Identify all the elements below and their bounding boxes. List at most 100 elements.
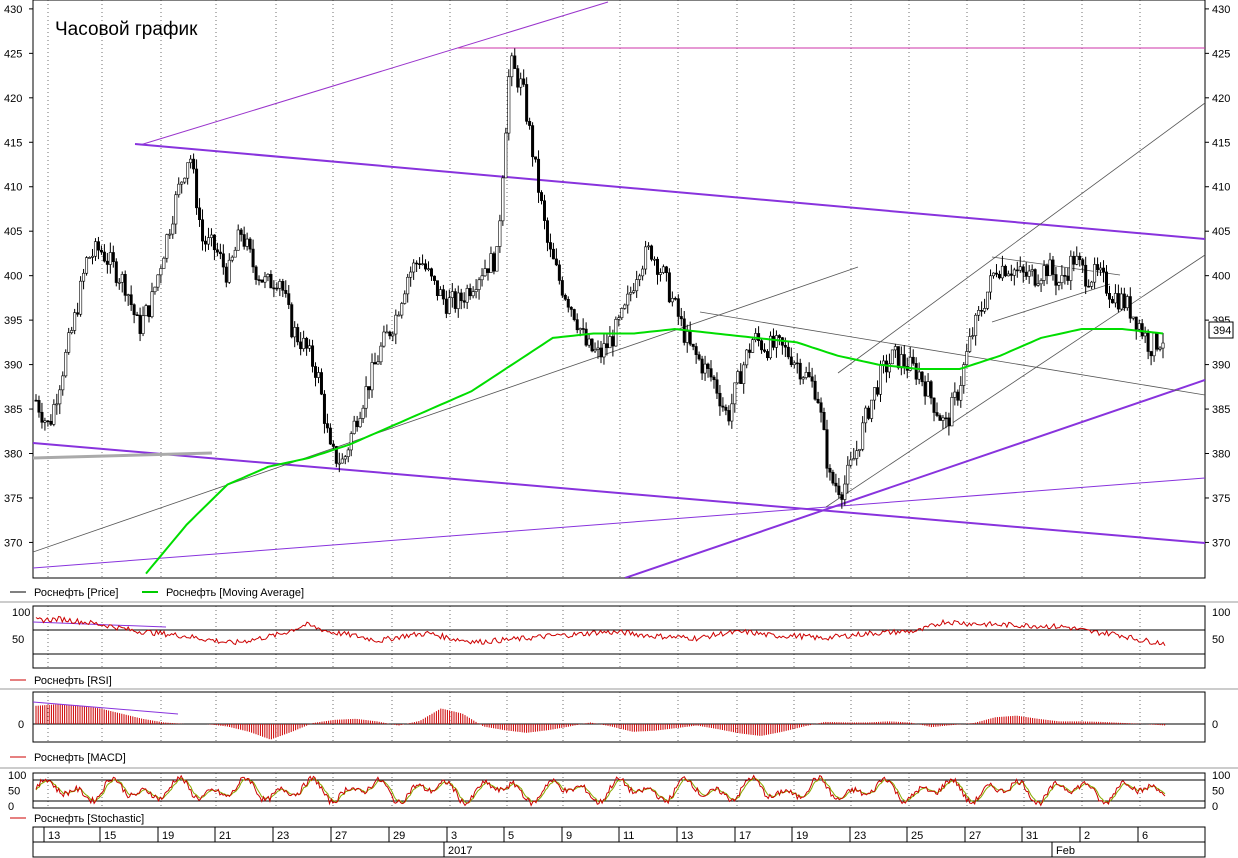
rsi-legend: Роснефть [RSI] bbox=[10, 675, 112, 687]
candle-body bbox=[385, 331, 389, 334]
moving-average-line bbox=[145, 327, 1164, 575]
candle-body bbox=[626, 293, 630, 306]
candle-body bbox=[1093, 264, 1097, 283]
candle-body bbox=[296, 327, 300, 343]
rsi-tick-label: 100 bbox=[12, 607, 30, 619]
candle-body bbox=[504, 132, 508, 179]
candle-body bbox=[551, 248, 555, 260]
candle-body bbox=[492, 253, 496, 272]
candle-body bbox=[664, 266, 668, 274]
candle-body bbox=[126, 294, 130, 297]
y-tick-label: 410 bbox=[4, 182, 22, 194]
candle-body bbox=[1134, 316, 1138, 330]
candle-body bbox=[834, 482, 838, 487]
candle-body bbox=[397, 314, 401, 317]
candle-body bbox=[203, 240, 207, 245]
candle-body bbox=[831, 471, 835, 484]
date-tick-label: 15 bbox=[104, 830, 116, 842]
date-axis: 13 15 19 21 23 27 29 3 5 9 11 13 17 19 23 25 27 31 2 6 2017… bbox=[32, 826, 1206, 858]
stochastic-legend: Роснефть [Stochastic] bbox=[10, 813, 144, 825]
candle-body bbox=[590, 338, 594, 352]
candle-body bbox=[105, 260, 109, 265]
candle-body bbox=[177, 183, 181, 196]
candle-body bbox=[108, 252, 112, 265]
candle-body bbox=[99, 249, 103, 253]
candle-body bbox=[132, 304, 136, 316]
candle-body bbox=[58, 389, 62, 405]
candle-body bbox=[325, 423, 329, 429]
candle-body bbox=[1152, 332, 1156, 357]
candle-body bbox=[206, 237, 210, 245]
stochastic-tick-label: 0 bbox=[1212, 801, 1218, 813]
candle-body bbox=[1146, 332, 1150, 352]
macd-tick-label: 0 bbox=[18, 719, 24, 731]
y-tick-label: 380 bbox=[4, 449, 22, 461]
candle-body bbox=[135, 314, 139, 317]
candle-body bbox=[554, 258, 558, 266]
candle-body bbox=[418, 263, 422, 265]
candle-body bbox=[1045, 265, 1049, 277]
candle-body bbox=[444, 298, 448, 314]
candle-body bbox=[932, 397, 936, 413]
support-line-steep bbox=[624, 379, 1205, 578]
date-tick-label: 21 bbox=[219, 830, 231, 842]
candle-body bbox=[1084, 264, 1088, 287]
y-tick-label: 390 bbox=[1212, 360, 1230, 372]
y-tick-label: 410 bbox=[1212, 182, 1230, 194]
candle-body bbox=[534, 156, 538, 160]
candle-body bbox=[1048, 259, 1052, 277]
candle-body bbox=[88, 257, 92, 259]
candle-body bbox=[147, 305, 151, 318]
candle-body bbox=[352, 420, 356, 434]
candle-body bbox=[409, 271, 413, 278]
candle-body bbox=[968, 336, 972, 352]
candle-body bbox=[917, 371, 921, 380]
y-tick-label: 415 bbox=[1212, 137, 1230, 149]
candle-body bbox=[215, 249, 219, 253]
candle-body bbox=[441, 289, 445, 300]
candle-body bbox=[1087, 285, 1091, 288]
candle-body bbox=[1099, 267, 1103, 271]
legend-price: Роснефть [Price] bbox=[34, 587, 118, 599]
candle-body bbox=[688, 331, 692, 345]
candle-body bbox=[34, 399, 38, 402]
rsi-trendline bbox=[33, 621, 167, 628]
candle-body bbox=[822, 412, 826, 430]
y-tick-label: 405 bbox=[1212, 226, 1230, 238]
candle-body bbox=[902, 354, 906, 367]
candle-body bbox=[837, 485, 841, 495]
candle-body bbox=[855, 450, 859, 459]
candle-body bbox=[635, 279, 639, 292]
candle-body bbox=[201, 219, 205, 242]
candle-body bbox=[768, 335, 772, 359]
date-tick-label: 3 bbox=[451, 830, 457, 842]
candle-body bbox=[959, 385, 963, 401]
candle-body bbox=[251, 248, 255, 268]
gray-flag-upper-line bbox=[991, 256, 1121, 276]
date-tick-label: 11 bbox=[623, 830, 634, 842]
y-tick-label: 375 bbox=[4, 493, 22, 505]
legend-rsi: Роснефть [RSI] bbox=[34, 675, 112, 687]
candle-body bbox=[510, 55, 514, 78]
candle-body bbox=[757, 333, 761, 341]
candle-body bbox=[82, 272, 86, 282]
candle-body bbox=[415, 262, 419, 265]
candle-body bbox=[578, 328, 582, 331]
stochastic-tick-label: 0 bbox=[8, 801, 14, 813]
candle-body bbox=[61, 375, 65, 391]
candle-body bbox=[477, 279, 481, 290]
candle-body bbox=[370, 362, 374, 391]
candle-body bbox=[465, 288, 469, 303]
upper-purple-trendline bbox=[139, 1, 609, 146]
candle-body bbox=[1075, 255, 1079, 265]
candle-body bbox=[403, 293, 407, 304]
candle-body bbox=[596, 347, 600, 350]
candle-body bbox=[174, 194, 178, 225]
candle-body bbox=[195, 168, 199, 209]
date-tick-label: 27 bbox=[335, 830, 347, 842]
candle-body bbox=[162, 257, 166, 269]
date-tick-label: 2 bbox=[1084, 830, 1090, 842]
candle-body bbox=[599, 347, 603, 358]
candle-body bbox=[771, 335, 775, 348]
candle-body bbox=[920, 371, 924, 383]
